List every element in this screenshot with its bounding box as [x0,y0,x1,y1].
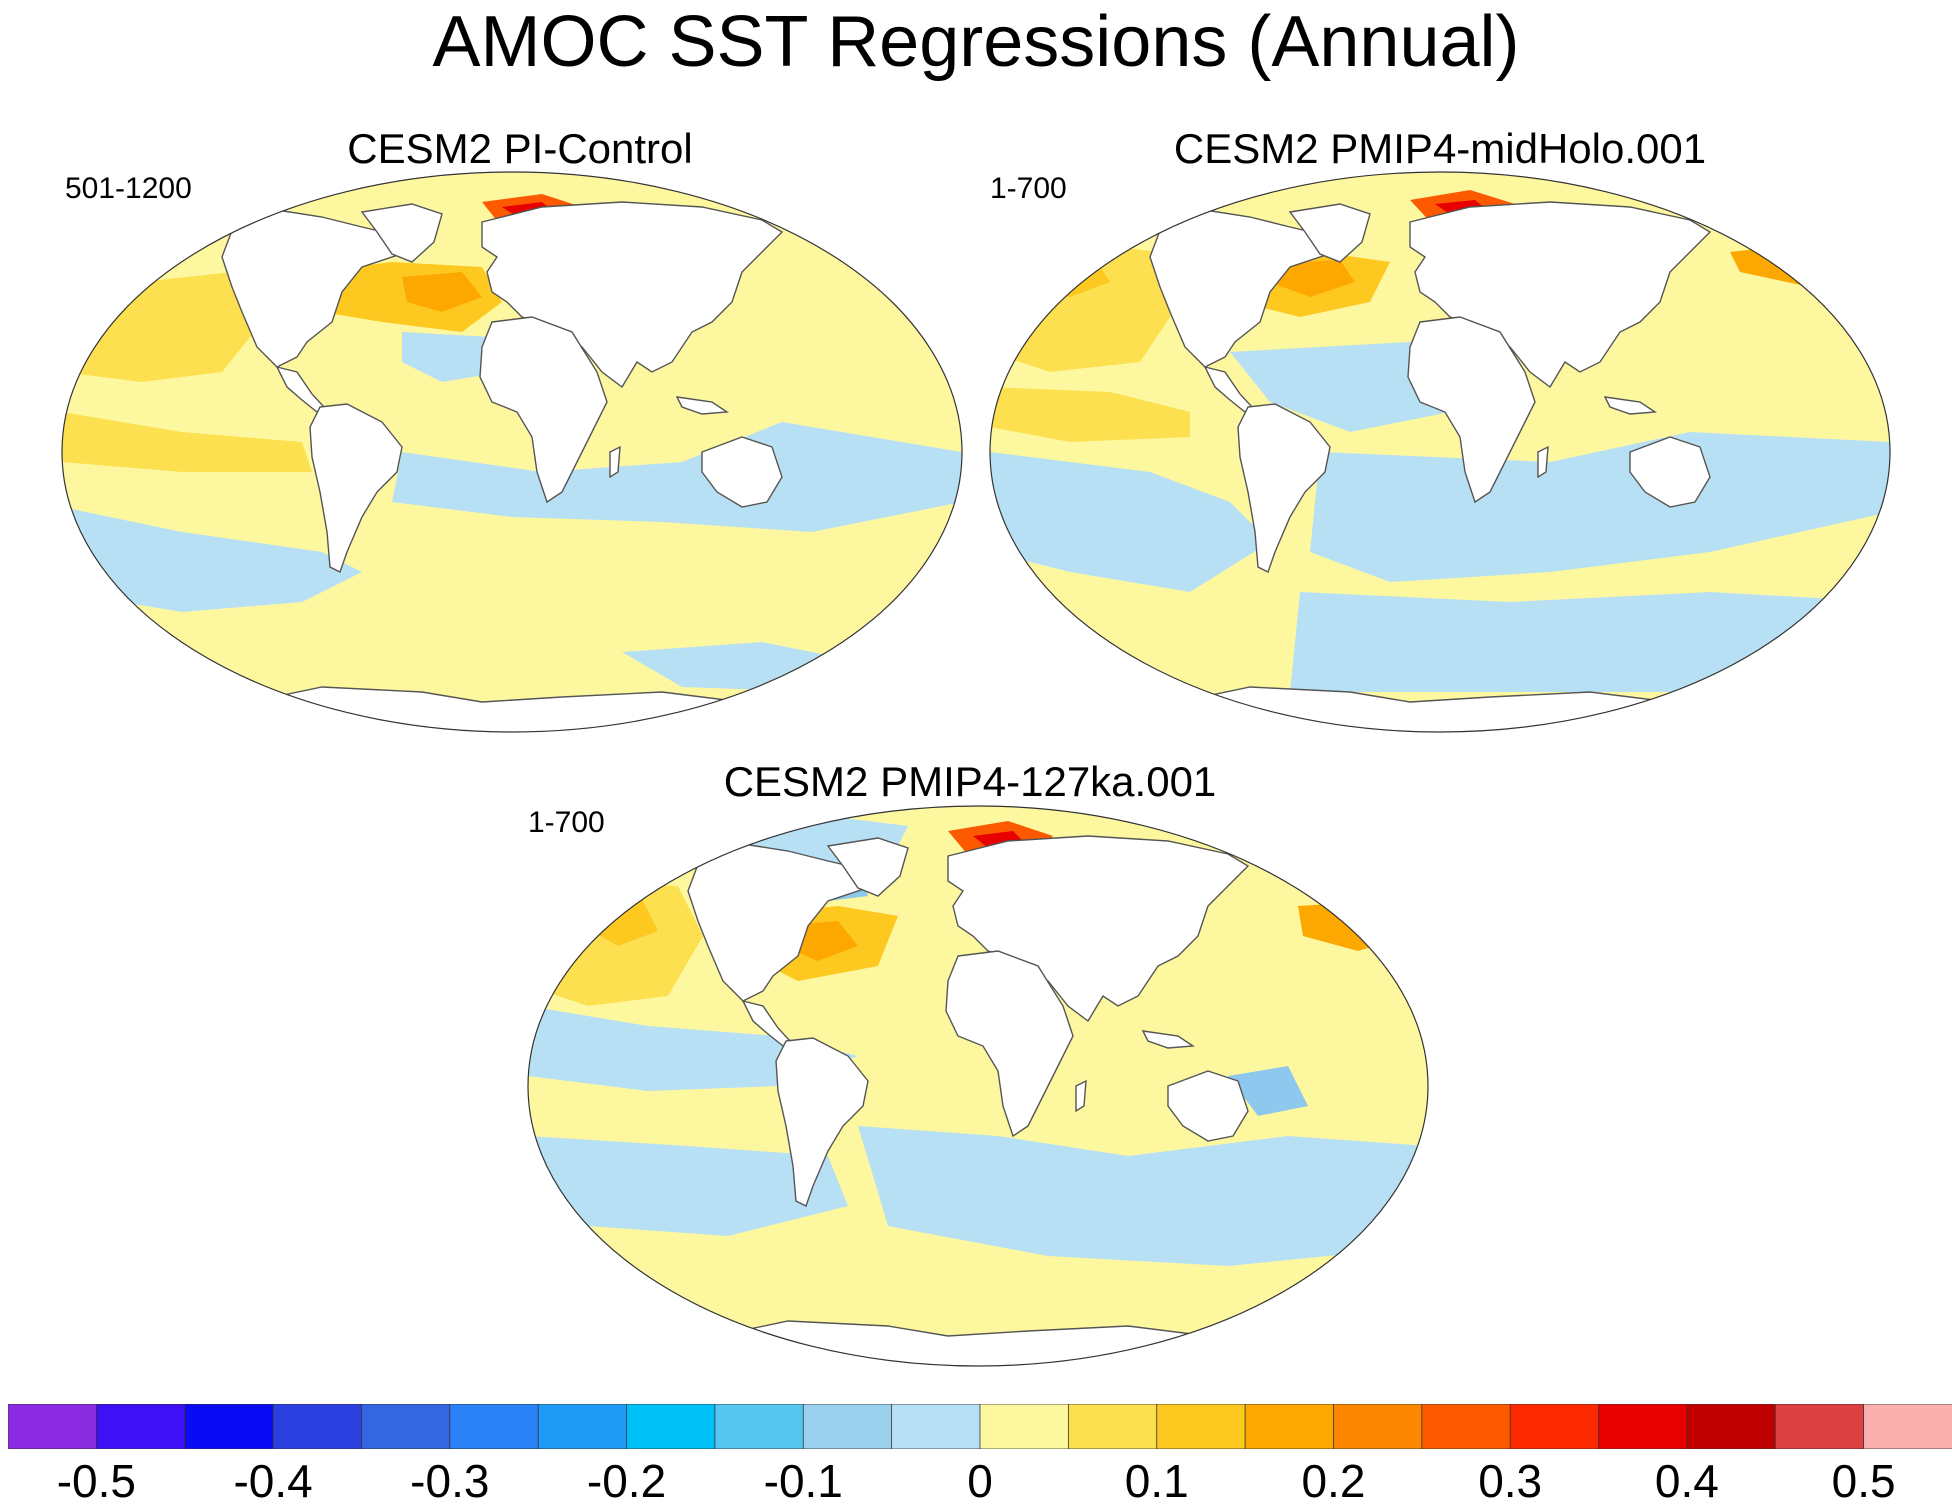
colorbar-tick-label: -0.4 [233,1455,313,1507]
warm-anomaly-region [62,412,312,472]
colorbar-swatch [95,1404,186,1449]
colorbar-swatch [1333,1404,1423,1449]
panel-title-picontrol: CESM2 PI-Control [347,125,693,172]
cool-anomaly-region [1290,592,1890,692]
colorbar-tick-label: 0.5 [1831,1455,1896,1507]
colorbar-swatch [1774,1404,1865,1449]
map-127ka [527,805,1429,1367]
colorbar-swatch [361,1404,451,1449]
colorbar-swatch [1686,1404,1777,1449]
map-midholo [989,171,1891,733]
cool-anomaly-region [402,332,502,382]
colorbar-swatch [1067,1404,1158,1449]
colorbar-tick-label: 0.3 [1478,1455,1543,1507]
colorbar-swatch [537,1404,628,1449]
map-picontrol [61,171,963,733]
warm-anomaly-region [402,272,482,312]
cool-anomaly-region [392,422,962,532]
figure-title: AMOC SST Regressions (Annual) [432,2,1520,82]
colorbar-swatch [1863,1404,1952,1449]
colorbar-tick-label: -0.5 [56,1455,136,1507]
colorbar-swatch [891,1404,981,1449]
colorbar-tick-label: 0 [967,1455,993,1507]
colorbar-tick-label: -0.3 [410,1455,490,1507]
cool-anomaly-region [858,1126,1428,1266]
panel-title-midholo: CESM2 PMIP4-midHolo.001 [1173,125,1707,172]
cool-anomaly-region [990,452,1270,592]
panel-title-127ka: CESM2 PMIP4-127ka.001 [723,758,1217,805]
cool-anomaly-region [1230,342,1460,432]
cool-anomaly-region [1228,1066,1308,1116]
colorbar-swatch [272,1404,363,1449]
colorbar-swatch [1509,1404,1600,1449]
colorbar-tick-label: 0.1 [1124,1455,1189,1507]
colorbar-tick-label: 0.4 [1654,1455,1719,1507]
colorbar-tick-label: -0.1 [763,1455,843,1507]
years-label-picontrol: 501-1200 [65,172,192,205]
cool-anomaly-region [62,507,362,612]
colorbar-swatch [802,1404,893,1449]
colorbar-swatch [1421,1404,1512,1449]
colorbar-swatch [626,1404,716,1449]
colorbar-swatch [184,1404,274,1449]
colorbar-tick-label: 0.2 [1301,1455,1366,1507]
warm-anomaly-region [990,387,1190,442]
colorbar-swatch [1156,1404,1246,1449]
cool-anomaly-region [528,1136,848,1236]
warm-anomaly-region [1270,260,1355,297]
colorbar-swatch [1244,1404,1335,1449]
colorbar-swatch [979,1404,1070,1449]
colorbar [8,1404,1952,1449]
colorbar-swatch [449,1404,540,1449]
cool-anomaly-region [528,1006,858,1091]
colorbar-swatch [8,1404,98,1449]
colorbar-tick-label: -0.2 [586,1455,667,1507]
cool-anomaly-region [1310,432,1890,582]
colorbar-swatch [1598,1404,1688,1449]
years-label-127ka: 1-700 [528,806,605,839]
years-label-midholo: 1-700 [990,172,1067,205]
colorbar-swatch [714,1404,805,1449]
